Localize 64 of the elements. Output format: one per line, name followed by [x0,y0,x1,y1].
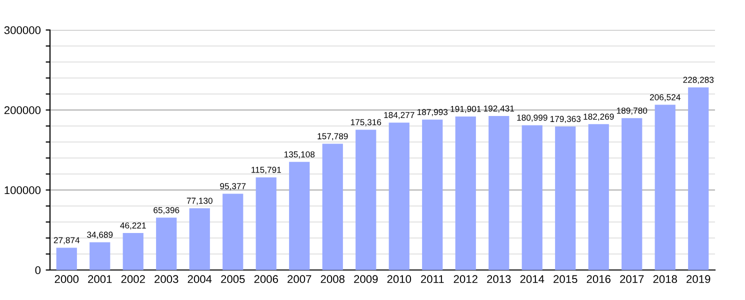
bar [654,104,676,270]
data-label: 180,999 [517,114,548,122]
bar [156,218,177,270]
bar [189,208,210,270]
x-tick-label: 2018 [653,275,677,284]
bar [488,116,510,270]
x-tick-label: 2008 [320,275,344,284]
bar [422,120,443,270]
data-label: 187,993 [417,109,448,116]
data-label: 191,901 [450,106,481,114]
x-tick-label: 2001 [88,275,112,284]
x-tick-label: 2017 [620,275,644,284]
x-tick-label: 2009 [354,275,378,284]
y-tick-label: 300000 [4,26,41,34]
data-label: 206,524 [650,94,680,102]
data-label: 95,377 [220,183,246,190]
bar [622,118,642,270]
bar [56,248,77,270]
x-tick-label: 2014 [520,275,544,284]
data-label: 65,396 [154,207,180,214]
x-tick-label: 2013 [487,275,511,284]
data-label: 157,789 [318,133,348,140]
data-label: 228,283 [683,76,714,84]
x-tick-label: 2010 [387,275,412,284]
data-label: 189,780 [616,108,648,115]
bar [522,125,542,270]
data-label: 34,689 [87,232,113,239]
data-label: 175,316 [350,119,382,126]
bar [388,122,410,270]
data-label: 179,363 [550,116,581,124]
data-label: 77,130 [186,198,212,205]
x-tick-label: 2004 [188,275,212,284]
bar [322,144,343,270]
bar [588,124,609,270]
x-tick-label: 2005 [221,275,245,284]
x-tick-label: 2000 [54,275,79,284]
data-label: 27,874 [54,237,80,244]
bar [455,116,476,270]
x-tick-label: 2007 [288,275,312,284]
data-label: 135,108 [284,151,315,158]
bar [122,233,144,270]
y-tick-label: 200000 [4,106,41,114]
bar [256,177,276,270]
bar [90,242,110,270]
x-tick-label: 2003 [154,275,178,284]
bar [289,162,310,270]
data-label: 46,221 [120,222,146,230]
bar [356,130,376,270]
x-tick-label: 2006 [254,275,278,284]
x-tick-label: 2019 [686,275,710,284]
bar [222,194,244,270]
x-tick-label: 2016 [586,275,610,284]
data-label: 182,269 [584,114,614,121]
bar [688,87,709,270]
data-label: 184,277 [384,112,414,120]
bar [555,126,576,270]
data-label: 115,791 [252,166,281,174]
data-label: 192,431 [484,105,514,113]
y-tick-label: 100000 [4,186,41,194]
x-tick-label: 2015 [554,275,578,284]
x-tick-label: 2002 [121,275,145,284]
x-tick-label: 2011 [420,275,444,284]
x-tick-label: 2012 [454,275,478,284]
y-tick-label: 0 [35,266,41,274]
